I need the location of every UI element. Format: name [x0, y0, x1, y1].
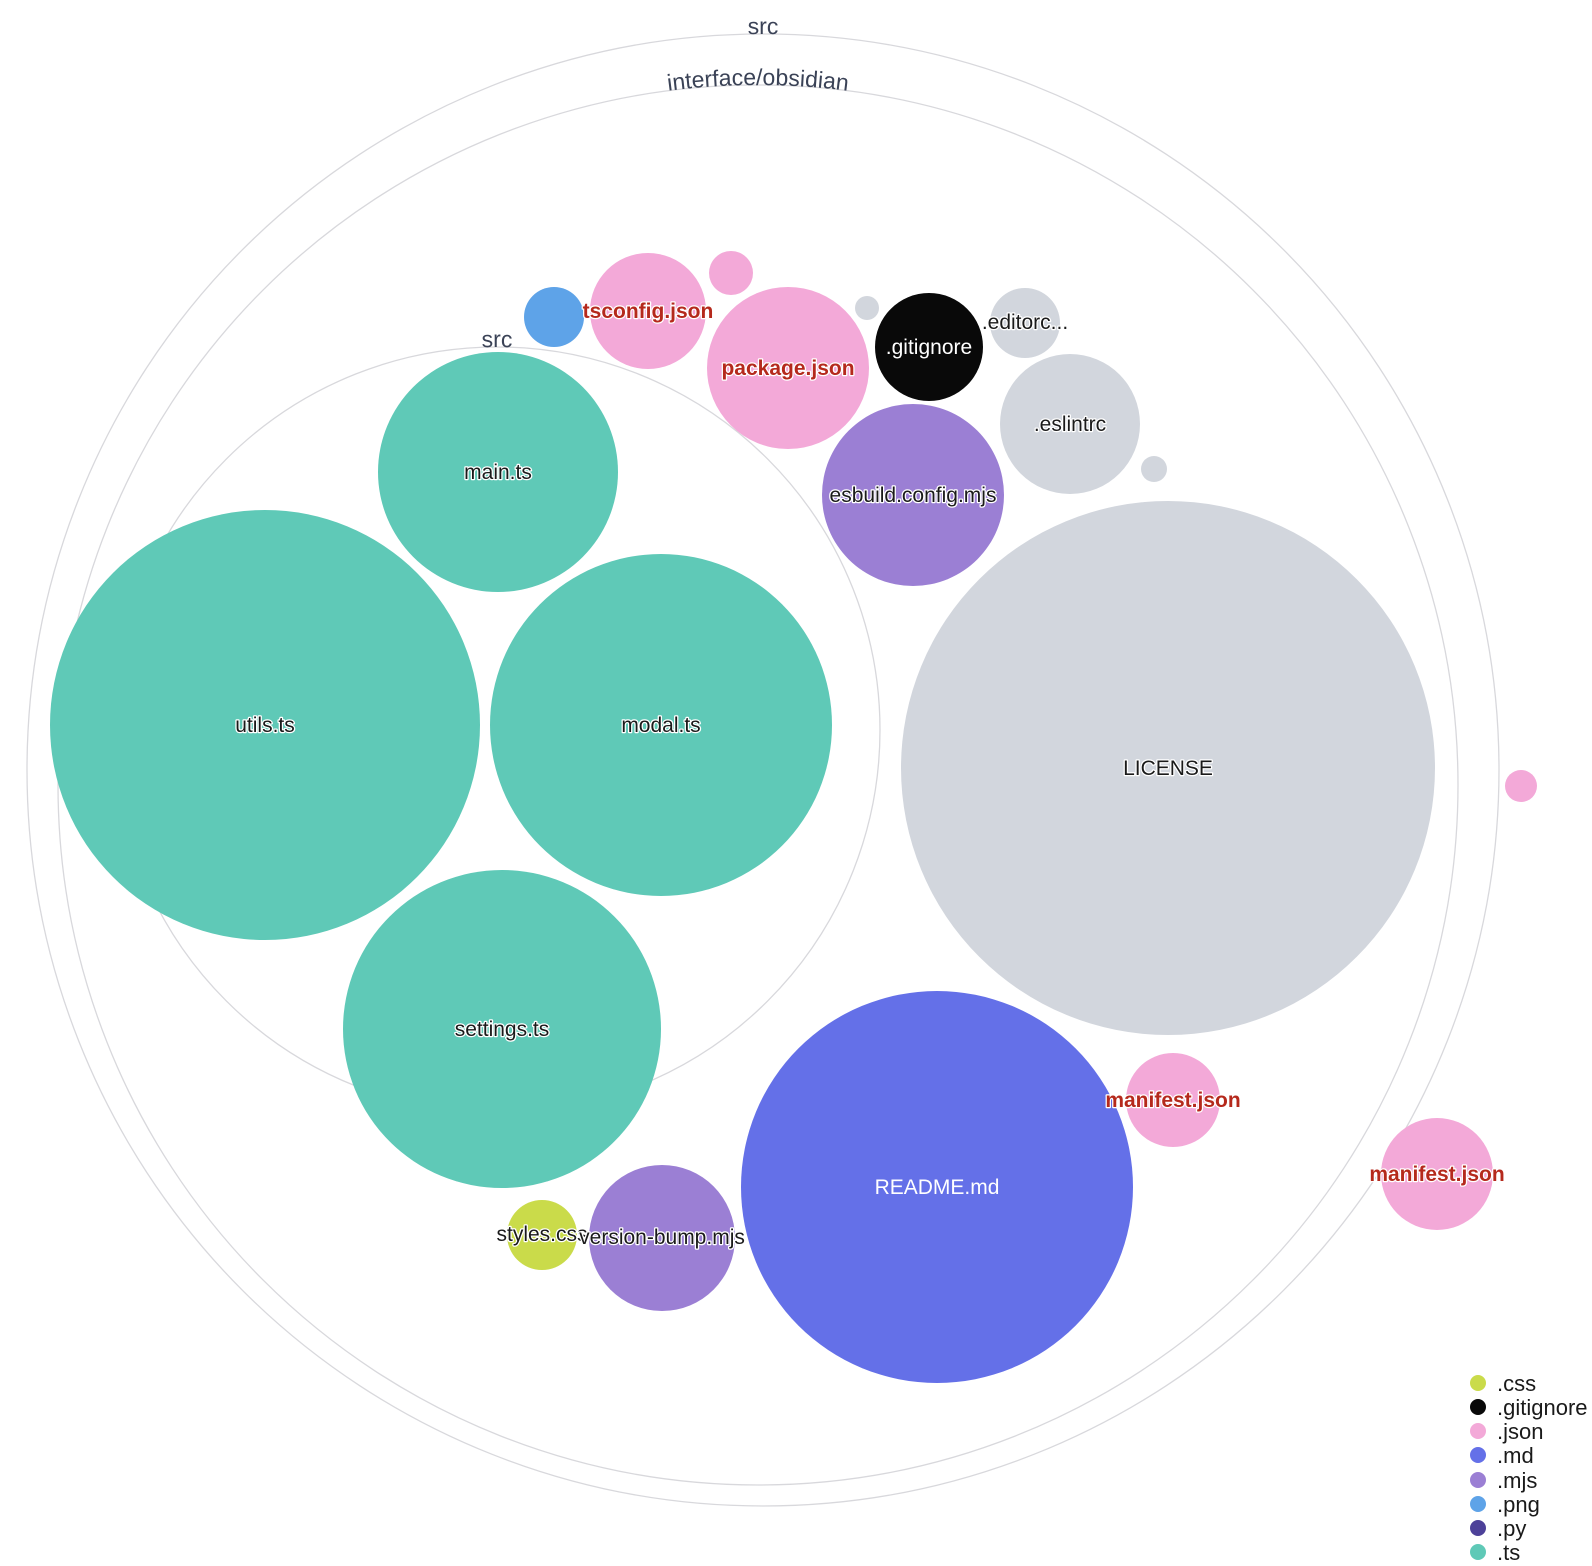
svg-text:tsconfig.json: tsconfig.json: [583, 300, 714, 323]
svg-text:.mjs: .mjs: [1497, 1468, 1537, 1493]
svg-text:LICENSE: LICENSE: [1123, 757, 1213, 780]
svg-text:styles.css: styles.css: [496, 1223, 587, 1246]
svg-text:.gitignore: .gitignore: [886, 336, 972, 359]
svg-text:.gitignore: .gitignore: [1497, 1395, 1588, 1420]
svg-text:src: src: [747, 13, 778, 39]
svg-text:.css: .css: [1497, 1371, 1536, 1396]
svg-text:package.json: package.json: [721, 357, 854, 380]
svg-text:settings.ts: settings.ts: [455, 1018, 550, 1041]
svg-text:.eslintrc: .eslintrc: [1034, 413, 1106, 436]
svg-text:.editorc...: .editorc...: [982, 311, 1068, 334]
svg-text:.md: .md: [1497, 1443, 1534, 1468]
svg-text:main.ts: main.ts: [464, 461, 532, 484]
svg-text:manifest.json: manifest.json: [1105, 1089, 1240, 1112]
svg-text:version-bump.mjs: version-bump.mjs: [579, 1226, 745, 1249]
svg-text:esbuild.config.mjs: esbuild.config.mjs: [830, 484, 997, 507]
svg-text:manifest.json: manifest.json: [1369, 1163, 1504, 1186]
svg-text:src: src: [481, 326, 512, 352]
svg-text:README.md: README.md: [875, 1176, 1000, 1199]
svg-text:modal.ts: modal.ts: [621, 714, 700, 737]
svg-text:.png: .png: [1497, 1492, 1540, 1517]
svg-text:interface/obsidian: interface/obsidian: [665, 64, 850, 96]
svg-text:.py: .py: [1497, 1516, 1526, 1541]
svg-text:.ts: .ts: [1497, 1540, 1520, 1565]
svg-text:utils.ts: utils.ts: [235, 714, 295, 737]
svg-text:.json: .json: [1497, 1419, 1543, 1444]
